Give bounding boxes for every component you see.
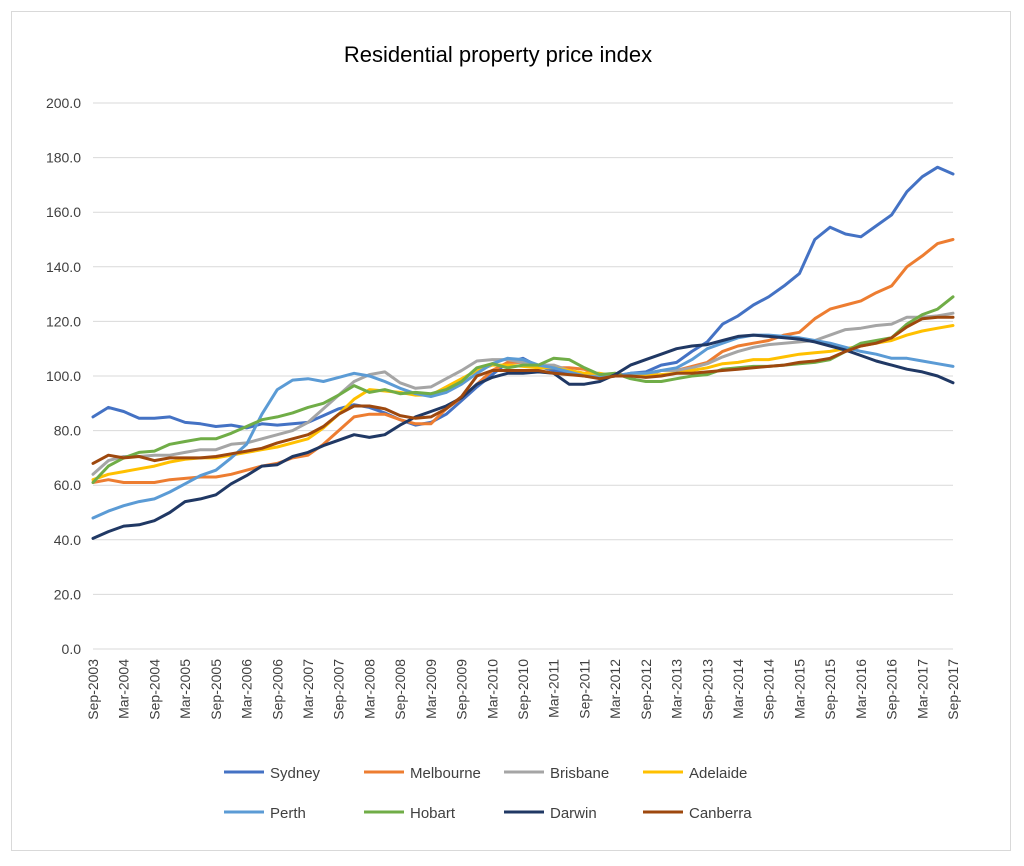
y-tick-label: 120.0 [46, 313, 81, 329]
y-tick-label: 20.0 [54, 586, 81, 602]
y-tick-label: 140.0 [46, 259, 81, 275]
y-tick-label: 60.0 [54, 477, 81, 493]
chart-title: Residential property price index [344, 42, 652, 67]
x-tick-label: Sep-2016 [884, 659, 900, 720]
x-tick-label: Sep-2009 [454, 659, 470, 720]
y-tick-label: 80.0 [54, 423, 81, 439]
chart-frame: Residential property price index 0.0 20.0… [11, 11, 1011, 851]
x-tick-label: Mar-2016 [853, 659, 869, 719]
series-line-sydney [91, 165, 955, 430]
x-tick-label: Mar-2012 [607, 659, 623, 719]
series-line-darwin [91, 333, 955, 540]
x-tick-label: Mar-2014 [730, 659, 746, 719]
legend-label-darwin: Darwin [550, 805, 597, 822]
y-tick-label: 200.0 [46, 95, 81, 111]
x-tick-label: Mar-2017 [914, 659, 930, 719]
x-tick-label: Sep-2008 [392, 659, 408, 720]
y-axis-tick-labels: 0.0 20.0 40.0 60.0 80.0 100.0 120.0 140.0 160.0 1… [46, 95, 81, 657]
x-tick-label: Sep-2005 [208, 659, 224, 720]
x-tick-label: Mar-2006 [239, 659, 255, 719]
legend-label-melbourne: Melbourne [410, 765, 481, 782]
gridlines [93, 102, 953, 650]
x-tick-label: Mar-2008 [361, 659, 377, 719]
y-tick-label: 100.0 [46, 368, 81, 384]
x-tick-label: Sep-2013 [699, 659, 715, 720]
x-tick-label: Sep-2014 [761, 659, 777, 720]
legend-label-brisbane: Brisbane [550, 765, 609, 782]
x-tick-label: Sep-2017 [945, 659, 961, 720]
series-line-canberra [91, 315, 955, 465]
series-lines [91, 165, 955, 540]
x-tick-label: Mar-2004 [116, 659, 132, 719]
x-tick-label: Sep-2004 [146, 659, 162, 720]
y-tick-label: 0.0 [62, 641, 82, 657]
legend-label-sydney: Sydney [270, 765, 321, 782]
x-tick-label: Mar-2005 [177, 659, 193, 719]
x-tick-label: Sep-2015 [822, 659, 838, 720]
legend-label-adelaide: Adelaide [689, 765, 747, 782]
x-tick-label: Sep-2003 [85, 659, 101, 720]
y-tick-label: 180.0 [46, 150, 81, 166]
series-line-brisbane [91, 311, 955, 476]
legend: Sydney Melbourne Brisbane Adelaide Perth Hoba… [224, 765, 752, 822]
x-tick-label: Mar-2010 [484, 659, 500, 719]
x-tick-label: Sep-2010 [515, 659, 531, 720]
x-tick-label: Sep-2012 [638, 659, 654, 720]
x-tick-label: Sep-2006 [269, 659, 285, 720]
x-tick-label: Mar-2013 [669, 659, 685, 719]
x-tick-label: Mar-2007 [300, 659, 316, 719]
legend-label-perth: Perth [270, 805, 306, 822]
y-tick-label: 40.0 [54, 532, 81, 548]
x-axis-tick-labels: Sep-2003 Mar-2004 Sep-2004 Mar-2005 Sep-2005… [85, 659, 961, 720]
x-tick-label: Sep-2007 [331, 659, 347, 720]
legend-label-canberra: Canberra [689, 805, 752, 822]
x-tick-label: Mar-2009 [423, 659, 439, 719]
legend-label-hobart: Hobart [410, 805, 456, 822]
chart-svg: Residential property price index 0.0 20.0… [46, 42, 961, 822]
x-tick-label: Mar-2015 [791, 659, 807, 719]
y-tick-label: 160.0 [46, 204, 81, 220]
x-tick-label: Mar-2011 [546, 659, 562, 718]
x-tick-label: Sep-2011 [576, 659, 592, 719]
